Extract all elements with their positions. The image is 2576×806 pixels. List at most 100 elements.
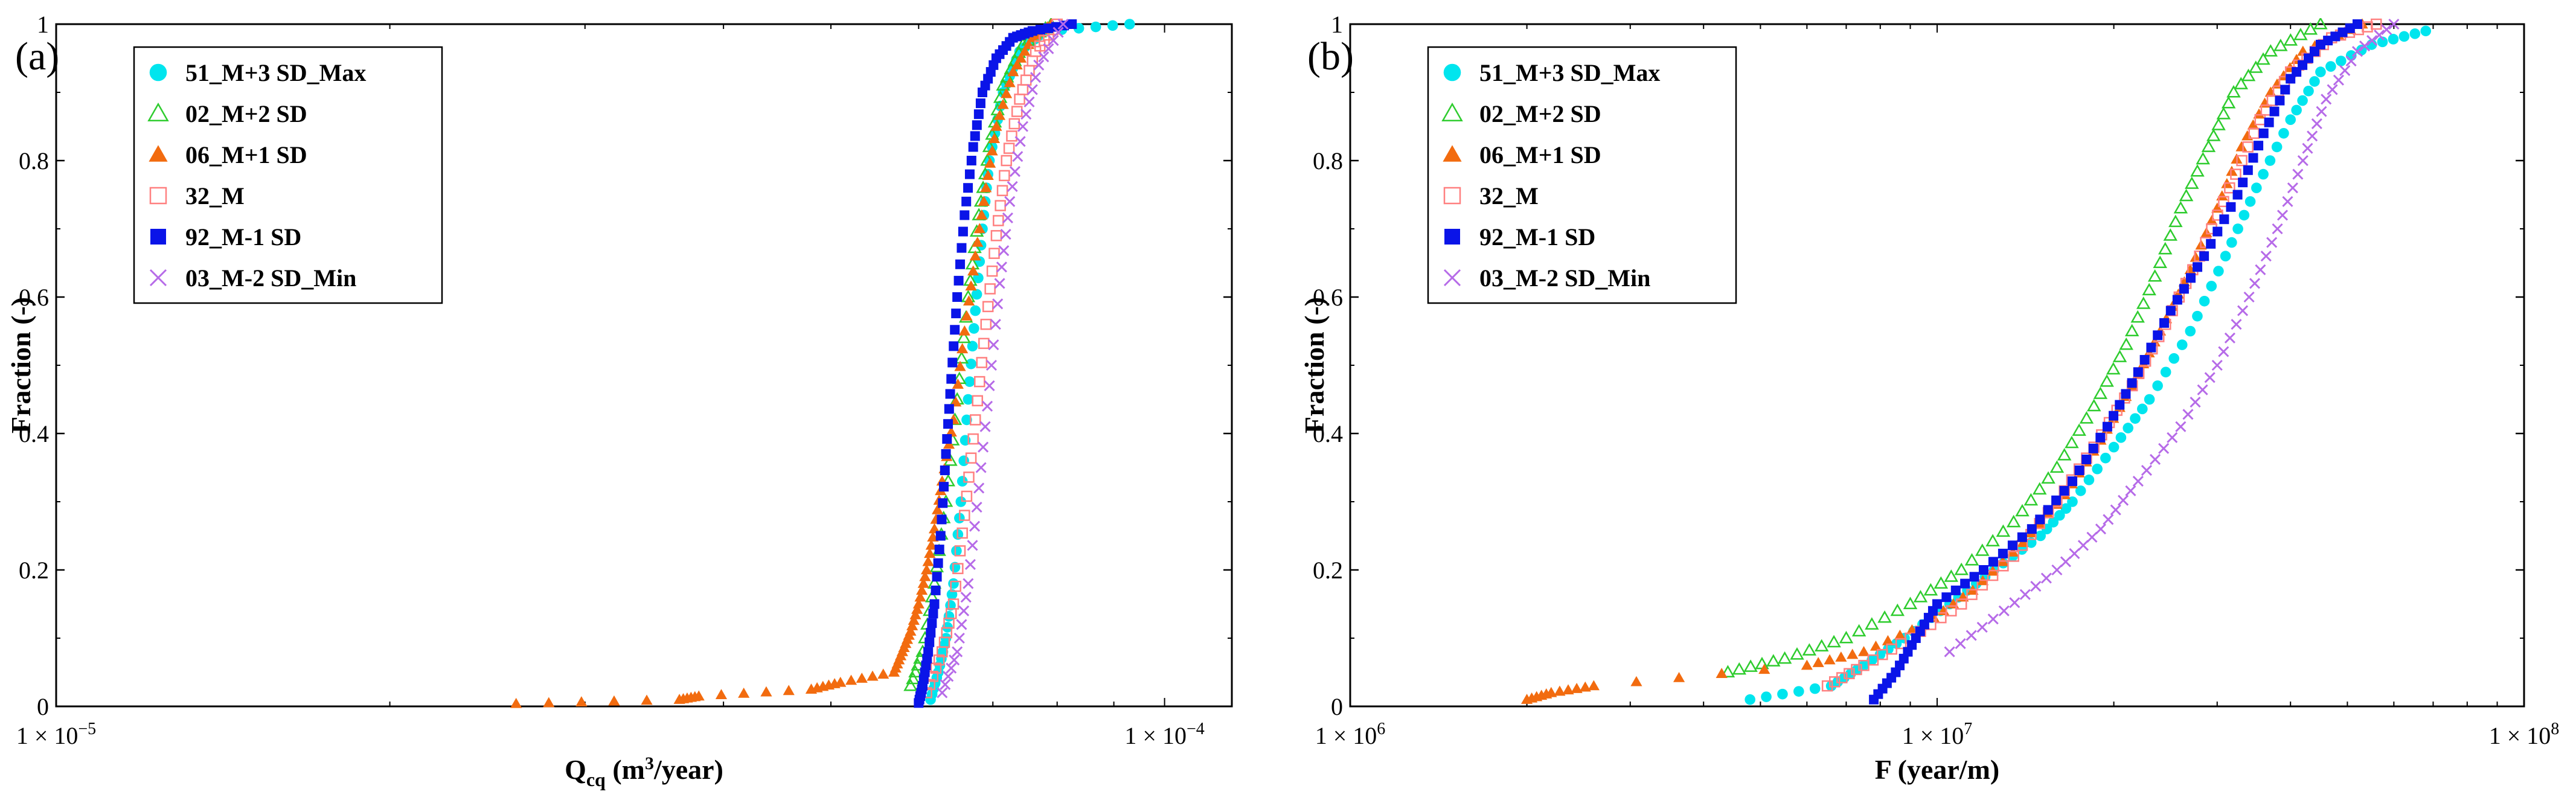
data-point <box>2313 18 2328 30</box>
data-point <box>919 571 931 581</box>
data-point <box>2258 128 2269 138</box>
data-point <box>1002 212 1013 223</box>
data-point <box>1824 654 1836 665</box>
data-point <box>1870 640 1882 651</box>
series-2 <box>510 18 1057 708</box>
data-point <box>1839 630 1854 644</box>
data-point <box>2176 339 2188 350</box>
data-point <box>2168 353 2180 364</box>
data-point <box>916 584 928 595</box>
data-point <box>954 360 966 371</box>
data-point <box>2057 448 2072 461</box>
data-point <box>2115 400 2125 410</box>
data-point <box>1835 651 1847 662</box>
data-point <box>2315 39 2325 50</box>
data-point <box>1934 576 1949 589</box>
data-point <box>1043 43 1054 54</box>
series-5 <box>937 18 1069 699</box>
legend-entry: 32_M <box>1479 182 1539 209</box>
data-point <box>2158 241 2173 255</box>
data-point <box>783 685 795 696</box>
data-point <box>967 265 979 276</box>
data-point <box>2316 106 2327 117</box>
data-point <box>2226 237 2237 248</box>
data-point <box>963 578 974 589</box>
data-point <box>2172 295 2182 305</box>
data-point <box>2278 128 2289 139</box>
data-point <box>969 323 979 334</box>
data-point <box>1020 109 1032 120</box>
data-point <box>856 673 868 683</box>
data-point <box>2123 423 2134 433</box>
data-point <box>2043 505 2053 515</box>
data-point <box>2218 196 2229 208</box>
panel-a: 0 0.2 0.4 0.6 0.8 1 1 × 10−5 1 × 10−4 Qcq (m3/ye… <box>5 11 1233 790</box>
data-point <box>2345 50 2357 61</box>
data-point <box>2040 572 2052 584</box>
legend-entry: 51_M+3 SD_Max <box>1479 59 1660 86</box>
data-point <box>2275 95 2285 106</box>
data-point <box>1019 45 1031 56</box>
data-point <box>2192 310 2203 322</box>
data-point <box>1996 524 2011 537</box>
y-tick-label: 0 <box>1331 693 1343 720</box>
data-point <box>2190 396 2201 408</box>
data-point <box>930 662 942 674</box>
data-point <box>1053 27 1064 38</box>
data-point <box>990 230 1002 241</box>
data-point <box>2307 130 2318 142</box>
data-point <box>953 632 965 644</box>
data-point <box>967 433 979 445</box>
data-point <box>2095 432 2106 443</box>
data-point <box>961 196 972 206</box>
data-point <box>1903 597 1918 609</box>
data-point <box>2221 95 2236 109</box>
data-point <box>1966 589 1978 600</box>
data-point <box>2292 168 2304 180</box>
data-point <box>2231 319 2242 330</box>
data-point <box>2179 284 2189 294</box>
data-point <box>952 379 964 389</box>
data-point <box>2112 350 2127 362</box>
data-point <box>933 558 943 568</box>
data-point <box>963 472 975 483</box>
data-point <box>996 261 1007 273</box>
data-point <box>1051 22 1062 32</box>
legend-entry: 51_M+3 SD_Max <box>185 59 366 86</box>
x-axis-title: Qcq (m3/year) <box>565 753 723 790</box>
y-tick-label: 0.8 <box>1313 147 1343 174</box>
y-tick-label: 1 <box>1331 11 1343 38</box>
data-point <box>961 310 973 321</box>
data-point <box>2115 432 2127 443</box>
data-point <box>931 585 941 595</box>
data-point <box>978 337 990 350</box>
data-point <box>928 523 941 534</box>
data-point <box>984 283 996 295</box>
data-point <box>978 196 990 206</box>
y-tick-label: 0 <box>37 693 49 720</box>
data-point <box>2035 530 2046 542</box>
data-point <box>1960 578 1970 589</box>
data-point <box>2079 411 2094 424</box>
data-point <box>1030 72 1042 83</box>
data-point <box>2212 226 2223 237</box>
data-point <box>2226 165 2238 176</box>
data-point <box>1955 638 1966 650</box>
data-point <box>1932 599 1942 609</box>
data-point <box>2303 22 2318 35</box>
data-point <box>2216 190 2228 200</box>
y-tick-label: 1 <box>37 11 49 38</box>
y-tick-label: 0.8 <box>19 147 49 174</box>
data-point <box>966 358 976 369</box>
data-point <box>2100 374 2114 387</box>
data-point <box>1976 579 1988 591</box>
data-point <box>2254 141 2264 151</box>
data-area <box>510 18 1135 708</box>
data-point <box>958 455 969 466</box>
data-point <box>2054 510 2065 521</box>
data-point <box>2241 68 2256 82</box>
data-point <box>2377 36 2388 48</box>
data-point <box>985 359 998 371</box>
y-tick-label: 0.4 <box>1313 420 1343 447</box>
legend-entry: 92_M-1 SD <box>185 223 301 251</box>
